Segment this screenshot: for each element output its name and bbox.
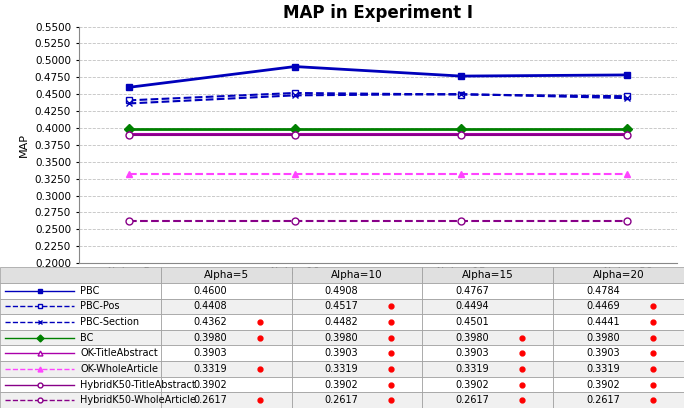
Text: 0.3319: 0.3319 [324, 364, 358, 374]
Bar [553, 377, 684, 392]
Text: 0.3980: 0.3980 [586, 333, 620, 343]
Text: 0.3903: 0.3903 [194, 348, 227, 358]
Bar [422, 361, 553, 377]
Bar [0, 377, 161, 392]
Text: 0.3902: 0.3902 [456, 379, 489, 390]
Bar [553, 267, 684, 283]
Bar [422, 314, 553, 330]
Bar [553, 314, 684, 330]
Text: 0.3903: 0.3903 [324, 348, 358, 358]
Text: 0.4441: 0.4441 [586, 317, 620, 327]
Text: PBC-Pos: PBC-Pos [80, 302, 120, 311]
Bar [161, 330, 291, 346]
Bar [0, 314, 161, 330]
Text: 0.3902: 0.3902 [194, 379, 227, 390]
Text: 0.4517: 0.4517 [324, 302, 358, 311]
Bar [161, 377, 291, 392]
Bar [0, 392, 161, 408]
Bar [422, 346, 553, 361]
Bar [553, 361, 684, 377]
Bar [291, 377, 422, 392]
Bar [0, 299, 161, 314]
Text: 0.3319: 0.3319 [456, 364, 489, 374]
Text: Alpha=10: Alpha=10 [331, 270, 383, 280]
Bar [422, 283, 553, 299]
Bar [161, 346, 291, 361]
Bar [291, 346, 422, 361]
Text: 0.3319: 0.3319 [586, 364, 620, 374]
Bar [422, 330, 553, 346]
Bar [0, 267, 161, 283]
Text: 0.4784: 0.4784 [586, 286, 620, 296]
Bar [0, 330, 161, 346]
Text: 0.3903: 0.3903 [586, 348, 620, 358]
Text: 0.3319: 0.3319 [194, 364, 227, 374]
Bar [553, 299, 684, 314]
Text: 0.2617: 0.2617 [586, 395, 620, 405]
Text: Alpha=5: Alpha=5 [204, 270, 249, 280]
Bar [553, 346, 684, 361]
Text: 0.4908: 0.4908 [324, 286, 358, 296]
Bar [161, 299, 291, 314]
Text: 0.3903: 0.3903 [456, 348, 489, 358]
Bar [161, 267, 291, 283]
Text: PBC: PBC [80, 286, 100, 296]
Text: 0.4600: 0.4600 [194, 286, 227, 296]
Text: PBC-Section: PBC-Section [80, 317, 140, 327]
Title: MAP in Experiment I: MAP in Experiment I [283, 4, 473, 22]
Bar [291, 392, 422, 408]
Text: 0.2617: 0.2617 [194, 395, 227, 405]
Text: 0.4362: 0.4362 [194, 317, 227, 327]
Bar [291, 361, 422, 377]
Bar [553, 392, 684, 408]
Text: 0.3980: 0.3980 [324, 333, 358, 343]
Text: 0.4494: 0.4494 [456, 302, 489, 311]
Bar [291, 267, 422, 283]
Text: 0.4408: 0.4408 [194, 302, 227, 311]
Text: 0.3902: 0.3902 [324, 379, 358, 390]
Text: Alpha=20: Alpha=20 [593, 270, 644, 280]
Text: HybridK50-WholeArticle: HybridK50-WholeArticle [80, 395, 196, 405]
Bar [422, 267, 553, 283]
Text: 0.2617: 0.2617 [455, 395, 489, 405]
Bar [291, 283, 422, 299]
Bar [291, 314, 422, 330]
Text: OK-WholeArticle: OK-WholeArticle [80, 364, 159, 374]
Bar [0, 346, 161, 361]
Text: OK-TitleAbstract: OK-TitleAbstract [80, 348, 158, 358]
Text: BC: BC [80, 333, 94, 343]
Bar [161, 361, 291, 377]
Text: HybridK50-TitleAbstract: HybridK50-TitleAbstract [80, 379, 196, 390]
Bar [553, 330, 684, 346]
Y-axis label: MAP: MAP [19, 133, 29, 157]
Text: 0.3902: 0.3902 [586, 379, 620, 390]
Text: 0.4767: 0.4767 [455, 286, 489, 296]
Bar [422, 392, 553, 408]
Bar [291, 330, 422, 346]
Text: 0.4501: 0.4501 [456, 317, 489, 327]
Bar [422, 299, 553, 314]
Bar [0, 361, 161, 377]
Text: Alpha=15: Alpha=15 [462, 270, 514, 280]
Text: 0.4469: 0.4469 [586, 302, 620, 311]
Bar [161, 283, 291, 299]
Bar [0, 283, 161, 299]
Bar [291, 299, 422, 314]
Text: 0.2617: 0.2617 [324, 395, 358, 405]
Bar [161, 392, 291, 408]
Bar [161, 314, 291, 330]
Bar [553, 283, 684, 299]
Text: 0.3980: 0.3980 [456, 333, 489, 343]
Text: 0.4482: 0.4482 [324, 317, 358, 327]
Bar [422, 377, 553, 392]
Text: 0.3980: 0.3980 [194, 333, 227, 343]
